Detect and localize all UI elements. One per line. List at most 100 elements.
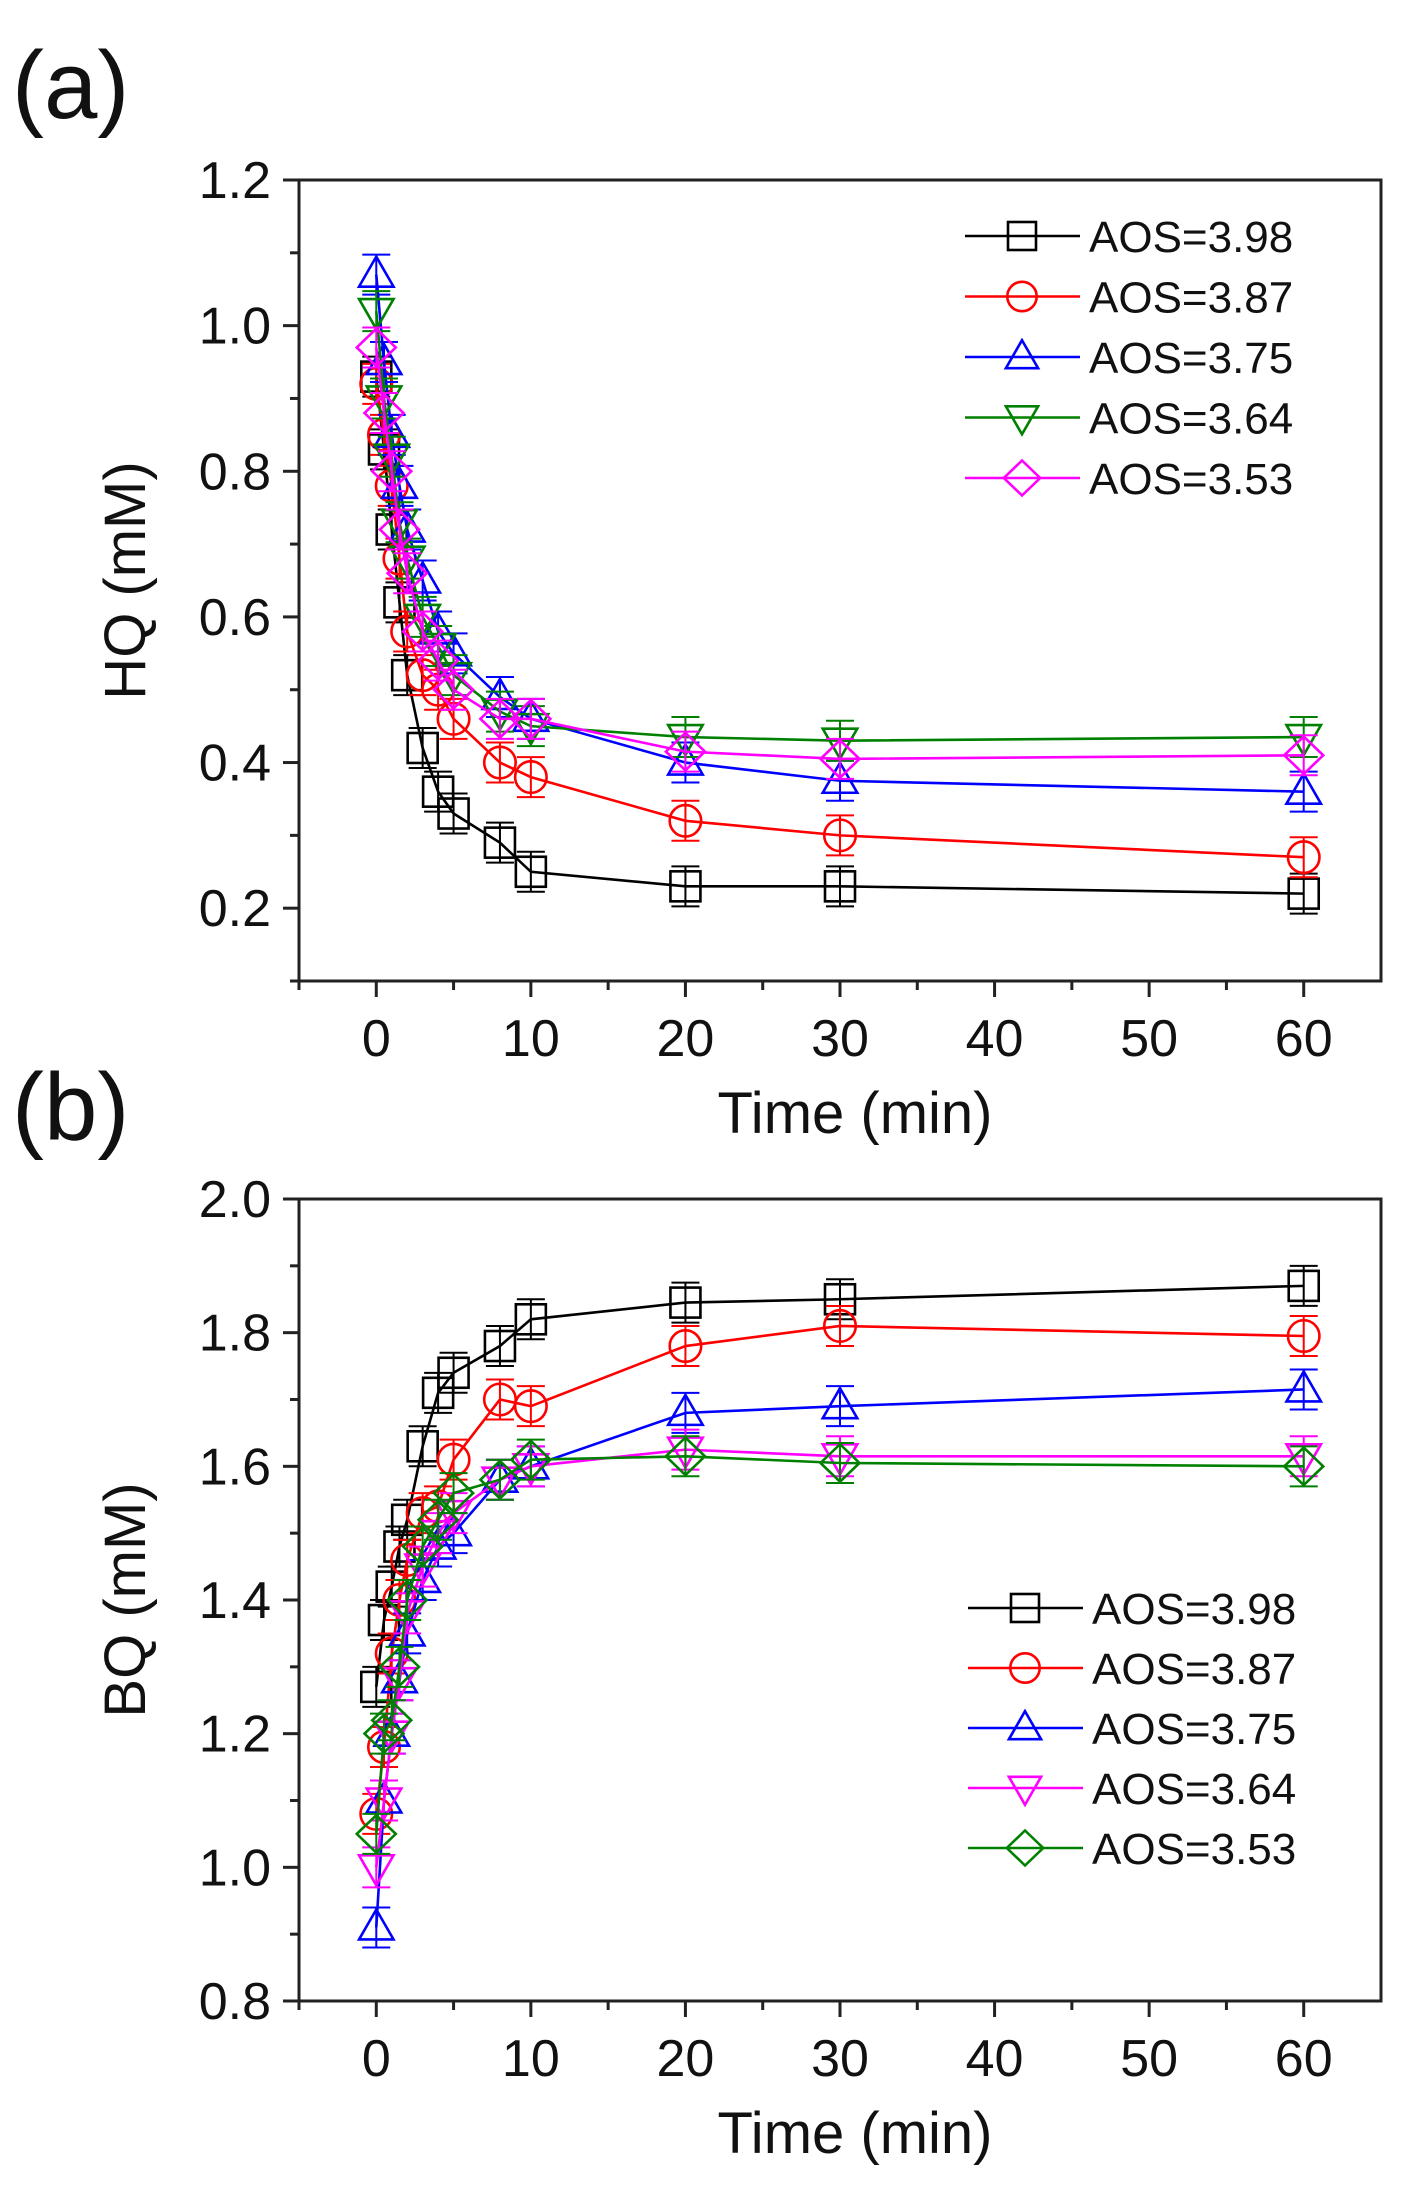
x-tick-label: 30 xyxy=(811,1010,869,1068)
legend-marker-triangle-down-icon xyxy=(1006,1775,1044,1808)
legend-label: AOS=3.53 xyxy=(1089,455,1293,504)
x-tick-label: 20 xyxy=(657,2030,715,2088)
data-point xyxy=(356,1906,396,1941)
y-tick-label: 1.2 xyxy=(199,1706,271,1764)
legend-marker-square-icon xyxy=(1009,1592,1041,1624)
data-point xyxy=(378,1646,421,1688)
legend-label: AOS=3.87 xyxy=(1092,1645,1296,1694)
data-point xyxy=(665,1392,705,1427)
data-point xyxy=(664,1435,707,1477)
data-point xyxy=(437,797,470,830)
data-point xyxy=(362,392,406,434)
y-tick-label: 1.2 xyxy=(199,152,271,210)
data-point xyxy=(513,760,548,795)
panel-label: (b) xyxy=(12,1054,129,1161)
x-tick-label: 60 xyxy=(1275,2030,1333,2088)
y-tick-label: 0.6 xyxy=(199,589,271,647)
y-tick-label: 0.2 xyxy=(199,880,271,938)
data-point xyxy=(818,738,862,780)
data-point xyxy=(406,1429,439,1463)
x-tick-label: 20 xyxy=(657,1010,715,1068)
data-point xyxy=(483,1329,517,1363)
panel-label: (a) xyxy=(12,32,129,139)
data-point xyxy=(664,731,707,773)
data-point xyxy=(1284,771,1324,805)
y-tick-label: 1.4 xyxy=(199,1572,271,1630)
data-point xyxy=(820,1385,860,1420)
legend-label: AOS=3.75 xyxy=(1089,334,1293,383)
data-point xyxy=(478,1459,522,1501)
data-point xyxy=(356,1854,396,1888)
y-tick-label: 0.4 xyxy=(199,735,271,793)
data-point xyxy=(668,803,703,838)
legend-marker-diamond-icon xyxy=(1001,458,1043,498)
x-tick-label: 0 xyxy=(362,1010,391,1068)
data-point xyxy=(416,640,460,682)
legend-marker-triangle-down-icon xyxy=(1003,404,1041,437)
x-tick-label: 0 xyxy=(362,2030,391,2088)
data-point xyxy=(668,1328,703,1364)
chart-panel-a: (a) 0 10 20 30 40 50 60 0.2 0.4 0.6 0.8 1.0 1.2 Time (… xyxy=(12,32,1383,1146)
data-point xyxy=(403,559,443,594)
series-aos-3-53 xyxy=(354,1435,1326,1855)
data-point xyxy=(1282,1445,1326,1487)
data-point xyxy=(1286,1318,1321,1354)
data-point xyxy=(822,818,858,853)
data-point xyxy=(514,855,548,889)
data-point xyxy=(1284,1443,1324,1477)
data-point xyxy=(370,1699,414,1741)
data-point xyxy=(820,760,860,795)
data-point xyxy=(823,870,857,903)
data-point xyxy=(514,1303,548,1336)
data-point xyxy=(820,727,860,762)
data-point xyxy=(509,1439,553,1481)
chart-panel-b: (b) 0 10 20 30 40 50 60 0.8 1.0 1.2 1.4 1.6 1.8 2.0 Tim… xyxy=(12,1054,1383,2166)
x-tick-label: 60 xyxy=(1275,1010,1333,1068)
data-point xyxy=(406,731,439,765)
legend-marker-triangle-up-icon xyxy=(1003,337,1041,370)
legend: AOS=3.98 AOS=3.87 AOS=3.75 AOS=3.64 AOS=3.53 xyxy=(965,213,1293,504)
data-point xyxy=(378,508,421,551)
legend-marker-square-icon xyxy=(1006,220,1038,252)
x-tick-label: 10 xyxy=(502,2030,560,2088)
legend-label: AOS=3.87 xyxy=(1089,274,1293,323)
data-point xyxy=(385,1579,429,1621)
data-point xyxy=(401,610,445,653)
data-point xyxy=(432,669,475,711)
x-tick-label: 30 xyxy=(811,2030,869,2088)
data-point xyxy=(364,1787,404,1822)
x-axis-title: Time (min) xyxy=(718,1081,993,1146)
data-point xyxy=(1286,840,1321,875)
x-tick-label: 40 xyxy=(966,2030,1024,2088)
data-point xyxy=(822,1308,858,1344)
y-tick-label: 2.0 xyxy=(199,1171,271,1229)
data-point xyxy=(385,552,429,594)
data-point xyxy=(356,254,396,288)
x-tick-label: 50 xyxy=(1120,1010,1178,1068)
y-tick-label: 0.8 xyxy=(199,1973,271,2031)
data-point xyxy=(356,297,396,332)
data-point xyxy=(478,698,522,740)
data-point xyxy=(362,1713,406,1755)
legend-label: AOS=3.75 xyxy=(1092,1705,1296,1754)
legend-marker-circle-icon xyxy=(1005,280,1038,313)
data-point xyxy=(1287,877,1321,910)
data-point xyxy=(1287,1269,1321,1303)
x-tick-label: 50 xyxy=(1120,2030,1178,2088)
data-point xyxy=(1284,1368,1324,1403)
y-tick-label: 1.0 xyxy=(199,298,271,356)
data-point xyxy=(669,1286,702,1319)
x-tick-label: 40 xyxy=(966,1010,1024,1068)
x-tick-label: 10 xyxy=(502,1010,560,1068)
y-tick-label: 1.0 xyxy=(199,1839,271,1897)
legend: AOS=3.98 AOS=3.87 AOS=3.75 AOS=3.64 AOS=3.53 xyxy=(968,1585,1296,1874)
legend-label: AOS=3.98 xyxy=(1092,1585,1296,1634)
series-aos-3-53 xyxy=(354,326,1326,780)
y-tick-label: 1.6 xyxy=(199,1438,271,1496)
data-point xyxy=(669,870,702,903)
y-tick-label: 1.8 xyxy=(199,1305,271,1363)
data-point xyxy=(437,1356,470,1390)
legend-label: AOS=3.64 xyxy=(1092,1765,1296,1814)
legend-marker-circle-icon xyxy=(1008,1652,1041,1685)
